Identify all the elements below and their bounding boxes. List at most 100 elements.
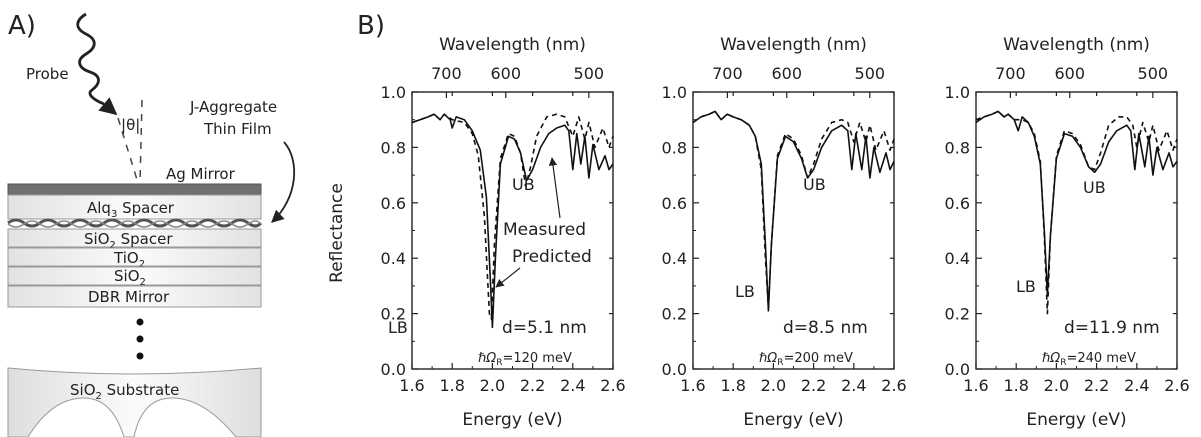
measured-series-line — [692, 110, 895, 312]
y-tick-label: 1.0 — [945, 83, 970, 102]
y-tick-label: 0.2 — [945, 305, 970, 324]
x-tick-label: 2.0 — [1044, 376, 1069, 395]
lower-branch-label: LB — [1016, 277, 1036, 296]
y-axis-label: Reflectance — [327, 183, 347, 283]
j-aggregate-film — [7, 218, 263, 228]
predicted-label: Predicted — [512, 247, 592, 267]
sio2-layer — [7, 266, 262, 286]
y-tick-label: 0.4 — [662, 249, 687, 268]
x-tick-label: 2.6 — [881, 376, 906, 395]
lower-branch-label: LB — [735, 282, 755, 301]
y-tick-label: 0.4 — [381, 249, 406, 268]
y-tick-label: 0.0 — [945, 360, 970, 379]
substrate-block — [7, 367, 262, 437]
y-tick-label: 0.6 — [945, 194, 970, 213]
tio2-label: TiO2 — [113, 249, 145, 270]
predicted-series-line — [692, 110, 895, 309]
probe-arrow — [98, 97, 118, 116]
theta-symbol: |θ| — [121, 116, 140, 134]
y-tick-label: 0.8 — [945, 138, 970, 157]
x-tick-label: 1.6 — [680, 376, 705, 395]
x-axis-label: Energy (eV) — [462, 410, 562, 430]
alq3-spacer-label: Alq3 Spacer — [87, 199, 175, 220]
x-tick-label: 2.2 — [520, 376, 545, 395]
top-tick-label: 500 — [855, 64, 886, 83]
top-tick-label: 700 — [995, 64, 1026, 83]
top-tick-label: 600 — [490, 64, 521, 83]
upper-branch-label: UB — [512, 175, 535, 194]
j-aggregate-arrow — [271, 141, 296, 223]
y-tick-label: 1.0 — [662, 83, 687, 102]
x-tick-label: 2.2 — [801, 376, 826, 395]
top-tick-label: 700 — [712, 64, 743, 83]
top-axis-label: Wavelength (nm) — [1003, 35, 1150, 55]
top-tick-label: 500 — [1138, 64, 1169, 83]
panel-a-label: A) — [8, 11, 36, 41]
tio2-layer — [7, 247, 262, 267]
y-tick-label: 0.4 — [945, 249, 970, 268]
dbr-mirror-label: DBR Mirror — [88, 288, 170, 306]
rabi-splitting-label: ℏΩR=200 meV — [759, 351, 853, 368]
x-tick-label: 2.0 — [761, 376, 786, 395]
y-tick-label: 0.2 — [381, 305, 406, 324]
thickness-label: d=8.5 nm — [783, 318, 868, 338]
x-tick-label: 1.8 — [1003, 376, 1028, 395]
predicted-series-line — [975, 110, 1178, 315]
y-tick-label: 0.2 — [662, 305, 687, 324]
j-aggregate-label-1: J-Aggregate — [189, 98, 277, 116]
lower-branch-label: LB — [388, 318, 408, 337]
top-axis-label: Wavelength (nm) — [439, 35, 586, 55]
top-tick-label: 700 — [431, 64, 462, 83]
x-axis-label: Energy (eV) — [743, 410, 843, 430]
probe-label: Probe — [26, 65, 69, 83]
predicted-arrow — [495, 267, 521, 288]
top-tick-label: 600 — [771, 64, 802, 83]
sio2-label: SiO2 — [114, 267, 146, 288]
thickness-label: d=5.1 nm — [502, 318, 587, 338]
x-tick-label: 2.6 — [600, 376, 625, 395]
top-tick-label: 600 — [1054, 64, 1085, 83]
panel-b-label: B) — [357, 11, 385, 41]
predicted-series-line — [411, 113, 614, 320]
x-tick-label: 1.6 — [399, 376, 424, 395]
thickness-label: d=11.9 nm — [1064, 318, 1160, 338]
measured-series-line — [975, 110, 1178, 295]
y-tick-label: 1.0 — [381, 83, 406, 102]
continuation-dot — [136, 335, 144, 343]
measured-label: Measured — [503, 220, 586, 240]
sio2-spacer-label: SiO2 Spacer — [84, 230, 173, 251]
upper-branch-label: UB — [1083, 178, 1106, 197]
y-tick-label: 0.8 — [662, 138, 687, 157]
ag-mirror-label: Ag Mirror — [166, 165, 236, 183]
x-tick-label: 1.8 — [439, 376, 464, 395]
x-tick-label: 1.8 — [720, 376, 745, 395]
reflectance-chart-2: 1.6 1.8 2.0 2.2 2.4 2.6 0.0 0.2 0.4 0.6 0.8 1.0 700 6… — [662, 35, 907, 430]
y-tick-label: 0.6 — [662, 194, 687, 213]
continuation-dot — [136, 318, 144, 326]
measured-arrow — [548, 157, 561, 219]
probe-wave — [76, 12, 105, 106]
j-aggregate-film-2 — [7, 220, 262, 228]
reflectance-chart-1: 1.6 1.8 2.0 2.2 2.4 2.6 0.0 0.2 0.4 0.6 0.8 1.0 700 6… — [381, 35, 626, 430]
x-tick-label: 2.4 — [841, 376, 866, 395]
continuation-dot — [136, 352, 144, 360]
y-tick-label: 0.8 — [381, 138, 406, 157]
y-tick-label: 0.0 — [662, 360, 687, 379]
y-tick-label: 0.0 — [381, 360, 406, 379]
x-tick-label: 2.4 — [560, 376, 585, 395]
x-tick-label: 1.6 — [963, 376, 988, 395]
sio2-spacer-layer — [7, 228, 262, 248]
normal-line — [139, 99, 143, 184]
upper-branch-label: UB — [803, 175, 826, 194]
probe-path-line — [117, 117, 139, 184]
dbr-mirror-layer — [7, 285, 262, 308]
substrate-label: SiO2 Substrate — [70, 381, 179, 402]
x-tick-label: 2.2 — [1084, 376, 1109, 395]
panel-a: A) Probe |θ| J-Aggregate Thin Film Ag Mi… — [7, 11, 296, 437]
reflectance-plots: 1.6 1.8 2.0 2.2 2.4 2.6 0.0 0.2 0.4 0.6 0.8 1.0 700 6… — [381, 35, 1190, 430]
y-tick-label: 0.6 — [381, 194, 406, 213]
ag-mirror-layer — [7, 183, 262, 196]
x-tick-label: 2.0 — [480, 376, 505, 395]
x-tick-label: 2.4 — [1124, 376, 1149, 395]
